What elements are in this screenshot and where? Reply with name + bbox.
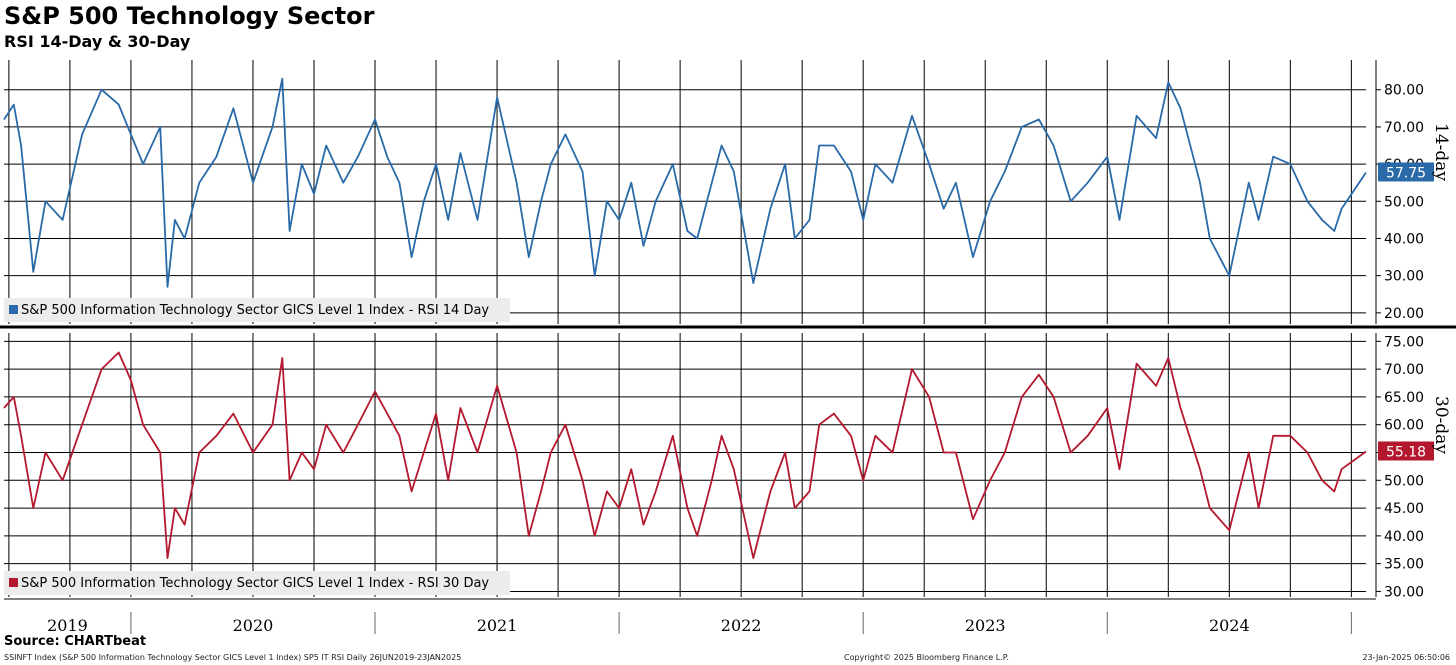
x-axis: 2019 2020 2021 2022 2023 2024 <box>0 325 1456 635</box>
y-tick-label: 40.00 <box>1384 529 1424 545</box>
chart-title: S&P 500 Technology Sector <box>4 2 375 30</box>
y-tick-label: 30.00 <box>1384 269 1424 285</box>
y-tick-label: 70.00 <box>1384 362 1424 378</box>
rsi14-series-line <box>3 77 1367 288</box>
y-tick-label: 65.00 <box>1384 390 1424 406</box>
y-tick-label: 40.00 <box>1384 231 1424 247</box>
bottom-panel-grid <box>4 333 1366 597</box>
rsi14-last-value-box <box>1378 162 1434 182</box>
y-tick-label: 45.00 <box>1384 501 1424 517</box>
rsi30-axis-label: 30-day <box>1431 396 1451 454</box>
rsi30-series-line <box>3 351 1367 559</box>
x-year-label: 2023 <box>965 616 1006 635</box>
x-year-label: 2020 <box>233 616 274 635</box>
x-year-label: 2021 <box>477 616 518 635</box>
y-tick-label: 60.00 <box>1384 418 1424 434</box>
top-y-axis: 20.0030.0040.0050.0060.0070.0080.0057.75… <box>1375 60 1451 324</box>
rsi14-legend-label: S&P 500 Information Technology Sector GI… <box>21 303 489 318</box>
y-tick-label: 50.00 <box>1384 473 1424 489</box>
y-tick-label: 50.00 <box>1384 194 1424 210</box>
y-tick-label: 75.00 <box>1384 334 1424 350</box>
rsi14-last-value-label: 57.75 <box>1386 165 1426 181</box>
top-panel-grid <box>4 60 1366 324</box>
y-tick-label: 20.00 <box>1384 306 1424 322</box>
rsi14-legend-box <box>4 298 510 322</box>
x-year-label: 2024 <box>1209 616 1250 635</box>
y-tick-label: 70.00 <box>1384 120 1424 136</box>
rsi30-legend-box <box>4 571 510 595</box>
source-note: Source: CHARTbeat <box>4 634 147 649</box>
bottom-y-axis: 30.0035.0040.0045.0050.0055.0060.0065.00… <box>1375 333 1451 600</box>
rsi14-legend-swatch <box>9 305 18 314</box>
rsi14-axis-label: 14-day <box>1431 123 1451 181</box>
y-tick-label: 80.00 <box>1384 83 1424 99</box>
y-tick-label: 30.00 <box>1384 584 1424 600</box>
rsi30-last-value-label: 55.18 <box>1386 444 1426 460</box>
rsi30-last-value-box <box>1378 441 1434 461</box>
legends: S&P 500 Information Technology Sector GI… <box>4 298 510 595</box>
x-year-label: 2019 <box>47 616 88 635</box>
x-year-label: 2022 <box>721 616 762 635</box>
footer-copyright: Copyright© 2025 Bloomberg Finance L.P. <box>844 653 1009 662</box>
rsi30-legend-swatch <box>9 578 18 587</box>
footer-description: SSINFT Index (S&P 500 Information Techno… <box>4 653 462 662</box>
footer-timestamp: 23-Jan-2025 06:50:06 <box>1362 653 1450 662</box>
chart-subtitle: RSI 14-Day & 30-Day <box>4 32 191 51</box>
y-tick-label: 35.00 <box>1384 557 1424 573</box>
rsi30-legend-label: S&P 500 Information Technology Sector GI… <box>21 576 489 591</box>
